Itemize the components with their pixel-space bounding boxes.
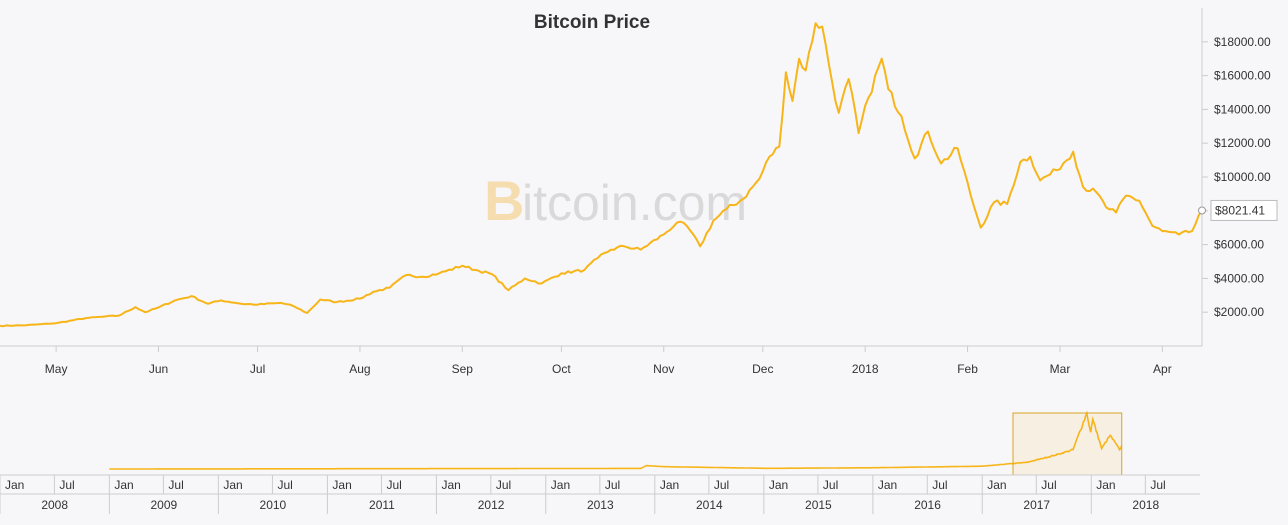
- x-tick-label: Jul: [250, 362, 265, 376]
- x-tick-label: Sep: [452, 362, 474, 376]
- navigator-month-label: Jul: [168, 478, 183, 492]
- current-value-label: $8021.41: [1215, 203, 1265, 217]
- navigator-axis: Jan Jul 2008 Jan Jul 2009 Jan Jul 2010 Jan Jul 2011…: [0, 475, 1166, 514]
- navigator-month-label: Jan: [114, 478, 133, 492]
- navigator-month-label: Jul: [386, 478, 401, 492]
- x-tick-label: May: [45, 362, 68, 376]
- navigator-month-label: Jul: [1041, 478, 1056, 492]
- y-tick-label: $6000.00: [1214, 238, 1264, 252]
- navigator-month-label: Jul: [59, 478, 74, 492]
- x-tick-label: 2018: [852, 362, 879, 376]
- navigator-month-label: Jan: [5, 478, 24, 492]
- navigator-year-label: 2013: [587, 498, 614, 512]
- current-value-box: [1210, 199, 1278, 221]
- watermark-text: itcoin.com: [522, 175, 747, 231]
- navigator-year-label: 2016: [914, 498, 941, 512]
- navigator-month-label: Jan: [660, 478, 679, 492]
- navigator-month-label: Jul: [823, 478, 838, 492]
- navigator-year-label: 2014: [696, 498, 723, 512]
- navigator-month-label: Jan: [987, 478, 1006, 492]
- navigator-series-line: [109, 410, 1123, 470]
- navigator-selection-window[interactable]: [1012, 412, 1123, 476]
- navigator-month-label: Jul: [605, 478, 620, 492]
- price-series-line[interactable]: [0, 22, 1203, 328]
- navigator-year-label: 2010: [260, 498, 287, 512]
- watermark: B itcoin.com: [484, 169, 747, 232]
- navigator-month-label: Jul: [1150, 478, 1165, 492]
- current-value-indicator: $8021.41: [1198, 199, 1278, 221]
- x-tick-label: Feb: [957, 362, 978, 376]
- navigator-year-label: 2009: [151, 498, 178, 512]
- navigator-year-label: 2012: [478, 498, 505, 512]
- navigator-month-label: Jan: [1096, 478, 1115, 492]
- y-tick-label: $18000.00: [1214, 35, 1271, 49]
- x-axis-ticks: May Jun Jul Aug Sep Oct Nov Dec 2018 Feb Mar Apr: [45, 346, 1172, 376]
- y-tick-label: $4000.00: [1214, 271, 1264, 285]
- navigator-month-label: Jan: [551, 478, 570, 492]
- y-tick-label: $14000.00: [1214, 102, 1271, 116]
- navigator-month-label: Jan: [223, 478, 242, 492]
- navigator-year-label: 2011: [369, 498, 395, 512]
- navigator-year-label: 2008: [41, 498, 68, 512]
- navigator-month-label: Jul: [714, 478, 729, 492]
- navigator-year-label: 2017: [1023, 498, 1050, 512]
- x-tick-label: Dec: [752, 362, 773, 376]
- x-tick-label: Nov: [653, 362, 674, 376]
- navigator-month-label: Jan: [332, 478, 351, 492]
- watermark-b-glyph: B: [484, 169, 524, 232]
- y-tick-label: $2000.00: [1214, 305, 1264, 319]
- navigator[interactable]: Jan Jul 2008 Jan Jul 2009 Jan Jul 2010 Jan Jul 2011…: [0, 410, 1200, 514]
- y-tick-label: $16000.00: [1214, 69, 1271, 83]
- navigator-year-label: 2015: [805, 498, 832, 512]
- navigator-month-label: Jul: [932, 478, 947, 492]
- navigator-month-label: Jan: [878, 478, 897, 492]
- chart-title: Bitcoin Price: [534, 12, 650, 33]
- y-axis-ticks: $2000.00$4000.00$6000.00$8000.00$10000.0…: [1202, 35, 1271, 319]
- y-tick-label: $12000.00: [1214, 136, 1271, 150]
- y-tick-label: $10000.00: [1214, 170, 1271, 184]
- x-tick-label: Mar: [1050, 362, 1071, 376]
- navigator-month-label: Jul: [496, 478, 511, 492]
- current-value-marker: [1198, 206, 1206, 215]
- navigator-month-label: Jan: [769, 478, 788, 492]
- navigator-month-label: Jan: [441, 478, 460, 492]
- navigator-year-label: 2018: [1132, 498, 1159, 512]
- x-tick-label: Aug: [349, 362, 370, 376]
- x-tick-label: Jun: [149, 362, 168, 376]
- x-tick-label: Apr: [1153, 362, 1172, 376]
- navigator-month-label: Jul: [277, 478, 292, 492]
- x-tick-label: Oct: [552, 362, 571, 376]
